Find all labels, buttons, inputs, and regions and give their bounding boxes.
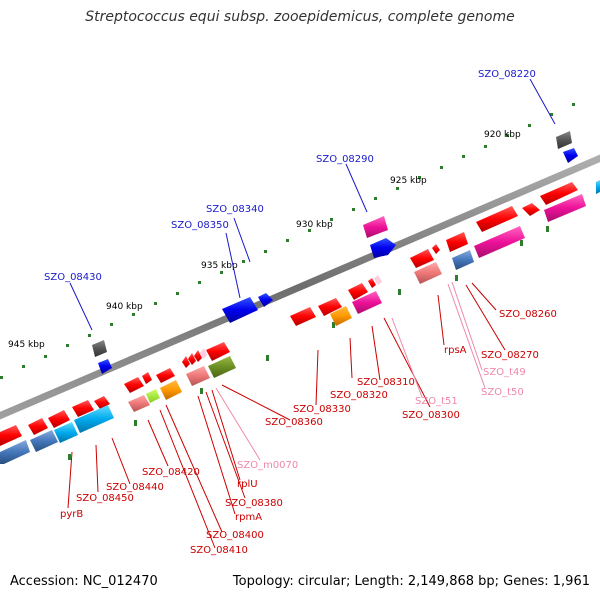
outer-genes [92, 131, 578, 374]
gene-steel-3 [452, 250, 474, 270]
gene-box-20 [156, 368, 175, 383]
label-szo-08330: SZO_08330 [293, 404, 351, 415]
label-szo-08260: SZO_08260 [499, 309, 557, 320]
scale-label-940: 940 kbp [106, 302, 143, 312]
accession-label: Accession: NC_012470 [10, 574, 158, 589]
genome-backbone [0, 154, 600, 420]
label-rpsa: rpsA [444, 345, 467, 356]
gene-box-12 [318, 298, 342, 316]
gene-small-17 [200, 348, 207, 359]
label-szo-t51: SZO_t51 [415, 396, 458, 407]
label-szo-08400: SZO_08400 [206, 530, 264, 541]
gene-small-19 [142, 372, 152, 384]
scale-label-920: 920 kbp [484, 130, 521, 140]
gene-lime-10 [146, 389, 160, 403]
genome-summary: Topology: circular; Length: 2,149,868 bp… [232, 574, 590, 589]
gene-box-4 [522, 203, 540, 216]
gene-small-9 [368, 278, 376, 288]
gene-szo-08430 [92, 340, 107, 357]
gene-small-16 [194, 350, 202, 362]
label-szo-08220: SZO_08220 [478, 69, 536, 80]
rna-gene-labels: SZO_t49 SZO_t50 SZO_t51 SZO_m0070 [237, 367, 526, 471]
gene-arrow-blue-3 [98, 359, 112, 374]
gene-box-18 [124, 377, 144, 393]
gene-salmon-4 [414, 262, 442, 284]
gene-salmon-11 [128, 395, 150, 412]
label-szo-08440: SZO_08440 [106, 482, 164, 493]
gene-cyan-13 [54, 422, 78, 443]
label-szo-08310: SZO_08310 [357, 377, 415, 388]
gene-box-23 [48, 410, 70, 428]
gene-pink-2 [474, 226, 525, 258]
scale-label-945: 945 kbp [8, 340, 45, 350]
label-szo-08420: SZO_08420 [142, 467, 200, 478]
inner-leaders [67, 282, 506, 549]
gene-box-8 [348, 283, 368, 300]
label-szo-08430: SZO_08430 [44, 272, 102, 283]
inner-genes-track2 [0, 194, 586, 464]
gene-box-13 [206, 342, 230, 361]
gene-pink-5 [352, 291, 382, 314]
label-szo-08410: SZO_08410 [190, 545, 248, 556]
label-szo-08380: SZO_08380 [225, 498, 283, 509]
gene-small-7 [432, 244, 440, 254]
gene-small-14 [182, 356, 190, 368]
scale-label-930: 930 kbp [296, 220, 333, 230]
label-szo-08320: SZO_08320 [330, 390, 388, 401]
rna-leaders [215, 281, 486, 461]
label-szo-08290: SZO_08290 [316, 154, 374, 165]
gene-steel-14 [30, 430, 58, 452]
map-title: Streptococcus equi subsp. zooepidemicus,… [85, 9, 515, 25]
scale-label-935: 935 kbp [201, 261, 238, 271]
gene-box-3 [476, 206, 518, 232]
gene-small-15 [188, 353, 196, 365]
gene-box-2 [596, 180, 600, 194]
gene-arrow-blue-2 [370, 238, 396, 258]
label-szo-t49: SZO_t49 [483, 367, 526, 378]
gene-box-5 [446, 232, 468, 252]
gene-pink-1 [544, 194, 586, 222]
gene-box-22 [94, 396, 110, 409]
gene-small-10 [374, 275, 382, 285]
label-szo-08300: SZO_08300 [402, 410, 460, 421]
scale-ticks [0, 103, 575, 379]
inner-gene-labels: SZO_08260 SZO_08270 rpsA SZO_08300 SZO_0… [60, 309, 557, 556]
gene-box-25 [0, 425, 22, 446]
gene-cyan-12 [74, 405, 114, 433]
label-szo-08360: SZO_08360 [265, 417, 323, 428]
label-rpma: rpmA [235, 512, 262, 523]
gene-szo-08340 [222, 297, 258, 323]
label-szo-08270: SZO_08270 [481, 350, 539, 361]
gene-szo-08290 [363, 216, 388, 238]
gene-arrow-blue-1 [563, 148, 578, 163]
gene-olive-7 [208, 356, 236, 378]
gene-salmon-8 [186, 366, 210, 386]
label-szo-08450: SZO_08450 [76, 493, 134, 504]
label-szo-08350: SZO_08350 [171, 220, 229, 231]
label-szo-m0070: SZO_m0070 [237, 460, 298, 471]
gene-orange-9 [160, 380, 182, 400]
gene-szo-08350 [258, 293, 273, 307]
label-rplu: rplU [237, 479, 258, 490]
gene-box-6 [410, 249, 434, 268]
label-pyrb: pyrB [60, 509, 83, 520]
inner-ticks [68, 226, 549, 460]
gene-box-24 [28, 418, 48, 435]
label-szo-08340: SZO_08340 [206, 204, 264, 215]
gene-box-1 [540, 182, 578, 205]
gene-box-21 [72, 400, 94, 417]
gene-orange-6 [330, 306, 352, 326]
outer-leaders [69, 78, 556, 331]
outer-gene-labels: SZO_08220 SZO_08290 SZO_08340 SZO_08350 … [44, 69, 536, 283]
gene-steel-15 [0, 440, 30, 464]
inner-genes-track1 [0, 180, 600, 446]
scale-label-925: 925 kbp [390, 176, 427, 186]
gene-box-11 [290, 307, 316, 326]
label-szo-t50: SZO_t50 [481, 387, 524, 398]
gene-szo-08220 [556, 131, 572, 149]
scale-labels: 920 kbp 925 kbp 930 kbp 935 kbp 940 kbp … [8, 130, 521, 350]
